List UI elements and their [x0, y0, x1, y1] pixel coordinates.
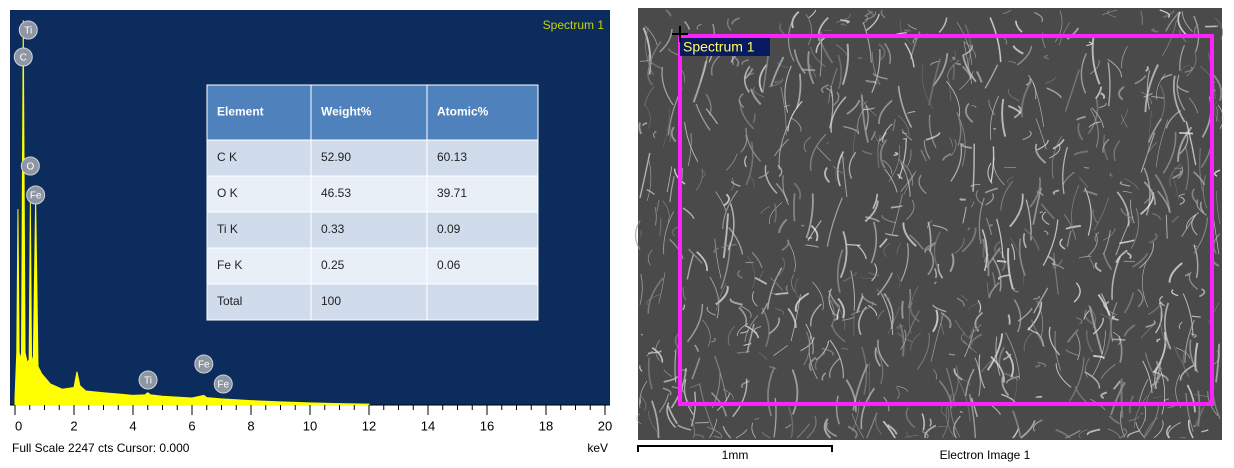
element-marker: Ti: [19, 21, 37, 39]
table-cell-text: Total: [217, 294, 242, 308]
x-tick-label: 8: [247, 418, 254, 433]
marker-label: Ti: [24, 26, 32, 37]
x-tick-label: 12: [362, 418, 376, 433]
scale-bar-label: 1mm: [722, 448, 749, 462]
element-marker: Ti: [139, 371, 157, 389]
fiber: [902, 301, 903, 319]
fiber: [953, 65, 954, 80]
marker-label: C: [20, 53, 27, 64]
fiber: [956, 64, 960, 65]
x-tick-label: 18: [539, 418, 553, 433]
marker-label: O: [26, 162, 34, 173]
table-header: Weight%: [321, 105, 372, 119]
x-tick-label: 16: [480, 418, 494, 433]
table-header: Element: [217, 105, 264, 119]
footer: Full Scale 2247 cts Cursor: 0.000: [12, 441, 190, 455]
table-cell-text: 60.13: [437, 150, 467, 164]
table-cell-text: C K: [217, 150, 237, 164]
fiber: [1140, 413, 1143, 414]
fiber: [997, 261, 1006, 262]
fiber: [1205, 26, 1217, 27]
table-cell-text: 0.25: [321, 258, 345, 272]
marker-label: Fe: [30, 191, 42, 202]
table-cell: [427, 284, 538, 320]
fiber: [993, 129, 995, 130]
element-marker: Fe: [27, 186, 45, 204]
x-tick-label: 6: [188, 418, 195, 433]
image-caption: Electron Image 1: [940, 448, 1031, 462]
spectrum-title: Spectrum 1: [543, 18, 605, 32]
table-cell-text: 0.06: [437, 258, 461, 272]
table-cell-text: O K: [217, 186, 238, 200]
sem-image: [636, 8, 1224, 440]
table-cell-text: 39.71: [437, 186, 467, 200]
table-cell-text: 0.09: [437, 222, 461, 236]
x-tick-label: 2: [70, 418, 77, 433]
fiber: [794, 193, 795, 221]
element-marker: C: [14, 48, 32, 66]
marker-label: Ti: [144, 376, 152, 387]
sem-background: [638, 8, 1222, 440]
x-tick-label: 10: [303, 418, 317, 433]
element-marker: Fe: [195, 355, 213, 373]
table-header: Atomic%: [437, 105, 489, 119]
table-cell-text: 52.90: [321, 150, 351, 164]
element-marker: O: [21, 157, 39, 175]
fiber: [695, 422, 709, 423]
fiber: [1121, 379, 1122, 418]
marker-label: Fe: [217, 380, 229, 391]
fiber: [660, 218, 661, 235]
x-tick-label: 0: [15, 418, 22, 433]
table-cell-text: 46.53: [321, 186, 351, 200]
x-tick-label: 4: [129, 418, 136, 433]
table-cell-text: Fe K: [217, 258, 242, 272]
table-cell-text: 0.33: [321, 222, 345, 236]
table-cell-text: 100: [321, 294, 341, 308]
spectrum-label: Spectrum 1: [683, 39, 755, 55]
element-marker: Fe: [214, 375, 232, 393]
fiber: [858, 58, 862, 59]
figure: Spectrum 1 Full Scale 2247 cts Cursor: 0…: [0, 0, 1234, 463]
x-axis-label: keV: [587, 441, 608, 455]
fiber: [1112, 339, 1125, 340]
x-tick-label: 14: [421, 418, 435, 433]
x-tick-label: 20: [598, 418, 612, 433]
table-cell-text: Ti K: [217, 222, 238, 236]
marker-label: Fe: [198, 360, 210, 371]
